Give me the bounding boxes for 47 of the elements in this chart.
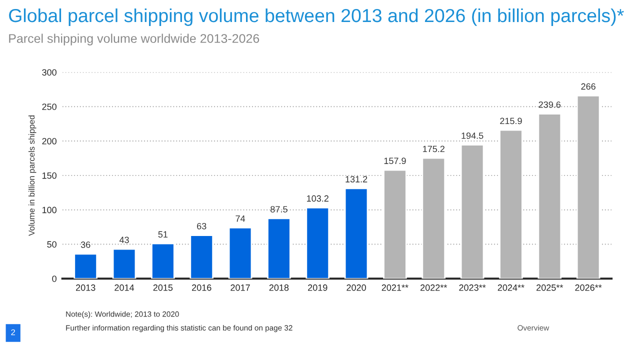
data-label: 266 bbox=[581, 83, 596, 90]
bar bbox=[190, 234, 214, 279]
bar bbox=[306, 206, 330, 279]
x-tick-label: 2021** bbox=[382, 284, 408, 291]
x-tick-label: 2017 bbox=[230, 284, 250, 291]
x-tick-label: 2018 bbox=[269, 284, 289, 291]
bar bbox=[267, 218, 291, 279]
data-label: 51 bbox=[158, 231, 168, 238]
data-label: 157.9 bbox=[384, 158, 406, 164]
bar bbox=[151, 242, 175, 279]
bar bbox=[228, 227, 252, 279]
data-label: 87.5 bbox=[270, 206, 288, 212]
x-tick-label: 2013 bbox=[76, 284, 96, 291]
bar bbox=[74, 253, 98, 279]
bar bbox=[112, 248, 136, 279]
x-tick-label: 2025** bbox=[536, 284, 564, 291]
y-axis-title: Volume in billion parcels shipped bbox=[28, 116, 36, 236]
x-tick-label: 2014 bbox=[114, 284, 134, 291]
text: 2 bbox=[11, 329, 16, 336]
data-label: 36 bbox=[80, 242, 90, 248]
y-tick-label: 300 bbox=[42, 69, 56, 76]
x-tick-label: 2015 bbox=[153, 284, 173, 291]
x-tick-label: 2020 bbox=[346, 284, 366, 291]
data-label: 43 bbox=[119, 236, 129, 244]
y-tick-label: 50 bbox=[47, 241, 56, 248]
data-label: 175.2 bbox=[423, 146, 444, 152]
x-tick-label: 2024** bbox=[498, 284, 524, 291]
data-label: 215.9 bbox=[500, 118, 522, 124]
chart-subtitle: Parcel shipping volume worldwide 2013-2026 bbox=[9, 34, 260, 46]
x-tick-label: 2019 bbox=[308, 284, 328, 291]
data-label: 63 bbox=[197, 222, 206, 230]
y-tick-label: 200 bbox=[42, 138, 56, 144]
x-tick-label: 2026** bbox=[575, 284, 602, 291]
data-label: 74 bbox=[236, 215, 246, 222]
data-label: 103.2 bbox=[307, 195, 328, 202]
y-tick-label: 250 bbox=[42, 104, 56, 110]
bar bbox=[344, 188, 368, 279]
x-tick-label: 2022** bbox=[420, 284, 448, 291]
data-label: 131.2 bbox=[346, 176, 368, 182]
x-tick-label: 2023** bbox=[459, 284, 486, 291]
y-tick-label: 0 bbox=[52, 276, 56, 282]
y-tick-label: 100 bbox=[42, 206, 56, 214]
chart-title: Global parcel shipping volume between 2013 and 2026 (in billion parcels)* bbox=[9, 8, 624, 26]
x-tick-label: 2016 bbox=[192, 284, 212, 291]
y-tick-label: 150 bbox=[42, 172, 56, 179]
data-label: 194.5 bbox=[462, 132, 484, 139]
data-label: 239.6 bbox=[538, 101, 561, 108]
